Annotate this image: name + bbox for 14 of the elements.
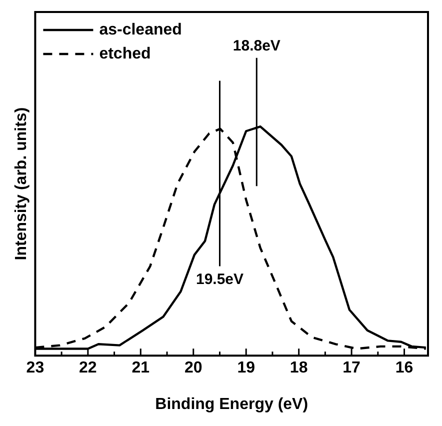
legend-label: as-cleaned — [99, 21, 182, 38]
x-tick-label: 18 — [290, 360, 308, 377]
x-tick-label: 17 — [342, 360, 361, 377]
x-tick-label: 23 — [26, 360, 44, 377]
x-tick-label: 16 — [395, 360, 414, 377]
x-tick-label: 22 — [79, 360, 97, 377]
legend-label: etched — [99, 45, 151, 62]
x-tick-label: 21 — [132, 360, 150, 377]
x-tick-label: 19 — [237, 360, 256, 377]
ref-line-label: 19.5eV — [196, 270, 244, 288]
x-tick-label: 20 — [184, 360, 202, 377]
ref-line-label: 18.8eV — [232, 37, 280, 54]
x-axis-title: Binding Energy (eV) — [155, 396, 308, 413]
y-axis-title: Intensity (arb. units) — [13, 107, 30, 260]
